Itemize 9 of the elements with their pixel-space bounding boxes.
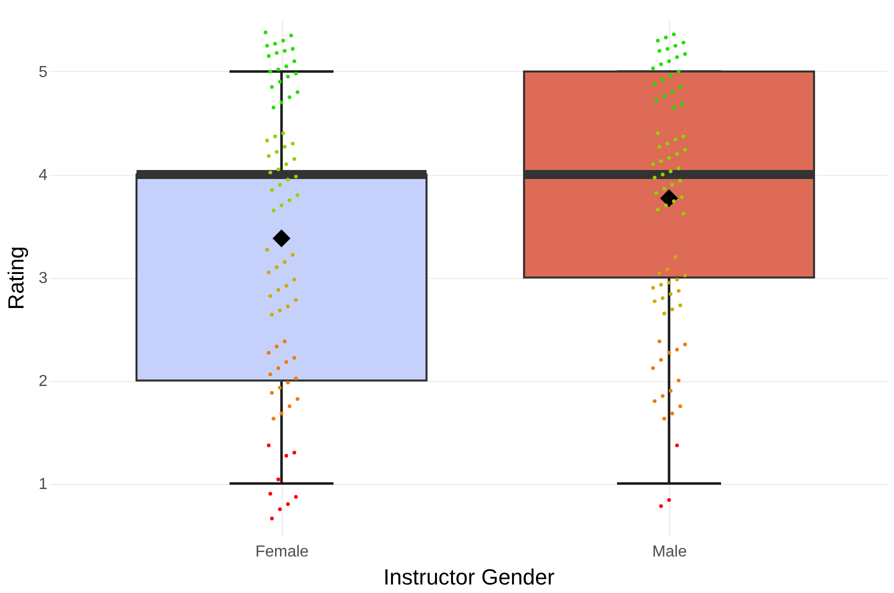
y-tick-label: 3 <box>38 270 48 287</box>
x-tick-label: Male <box>652 544 687 560</box>
y-tick-label: 4 <box>38 167 48 184</box>
y-tick-label: 1 <box>38 476 48 493</box>
x-tick-label: Female <box>255 544 309 560</box>
y-tick-label: 5 <box>38 64 48 81</box>
y-tick-label: 2 <box>38 373 48 390</box>
x-axis-title: Instructor Gender <box>383 564 555 590</box>
y-axis-title: Rating <box>4 246 29 310</box>
